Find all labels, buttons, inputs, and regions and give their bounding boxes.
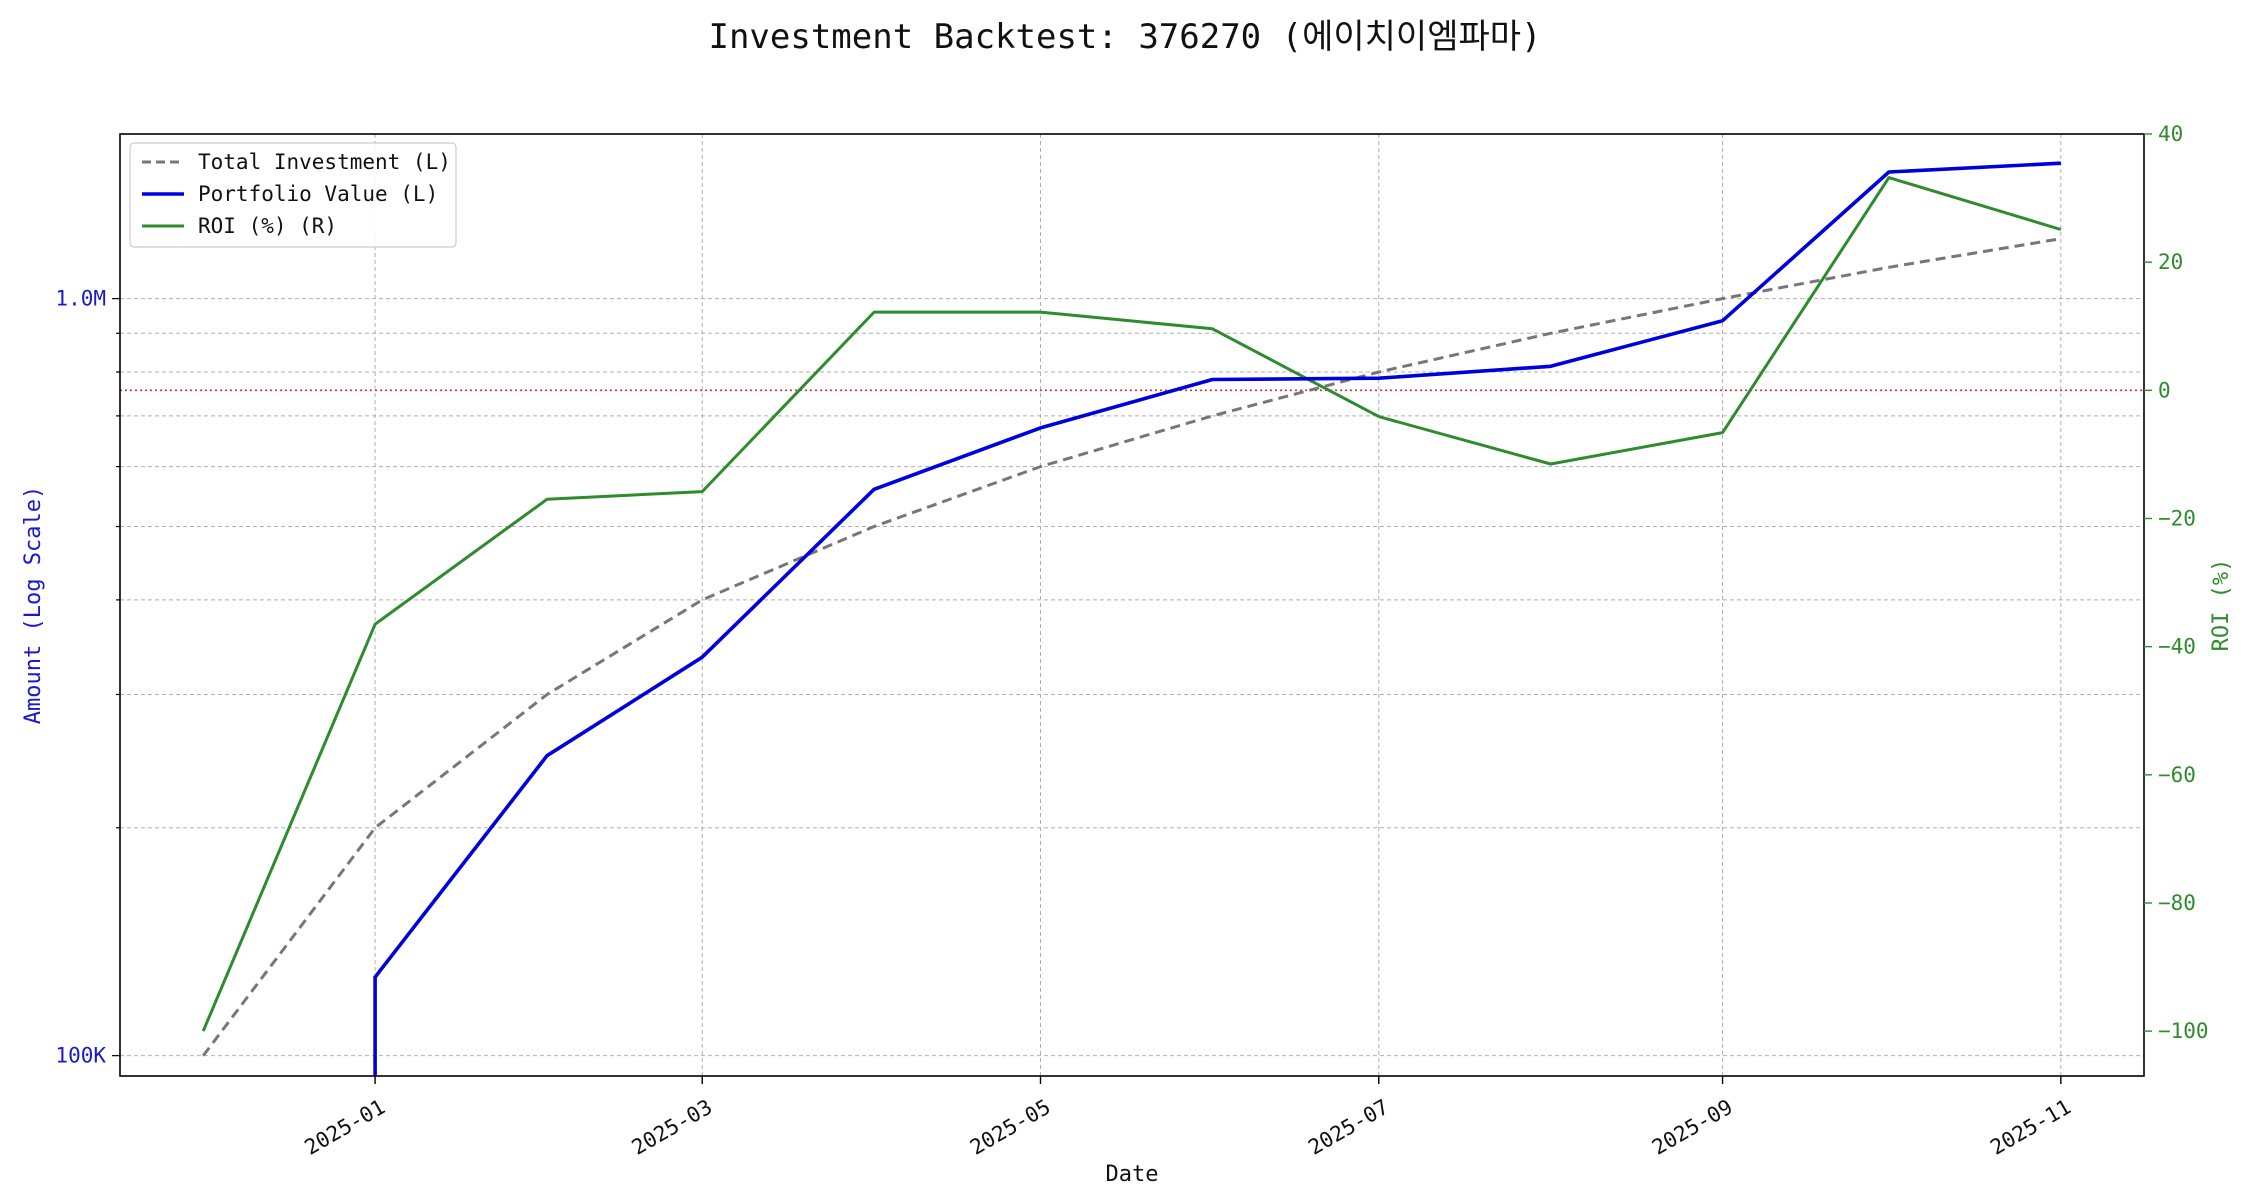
- legend-label-2: ROI (%) (R): [198, 214, 337, 238]
- y-right-tick-label-1: −80: [2158, 891, 2196, 915]
- y-axis-right-label: ROI (%): [2209, 559, 2234, 652]
- y-axis-left-label: Amount (Log Scale): [21, 486, 46, 724]
- y-right-tick-label-2: −60: [2158, 763, 2196, 787]
- y-axis-left: 100K 1.0M: [55, 287, 120, 1068]
- x-tick-label-2: 2025-05: [966, 1095, 1055, 1160]
- series-line-1: [373, 161, 2061, 1076]
- legend-label-1: Portfolio Value (L): [198, 182, 438, 206]
- y-right-tick-label-7: 40: [2158, 122, 2183, 146]
- y-right-tick-label-5: 0: [2158, 378, 2171, 402]
- chart-title: Investment Backtest: 376270 (에이치이엠파마): [708, 17, 1541, 57]
- legend-box: [129, 142, 457, 248]
- y-right-tick-label-4: −20: [2158, 506, 2196, 530]
- x-tick-label-1: 2025-03: [628, 1095, 717, 1160]
- x-tick-label-4: 2025-09: [1648, 1095, 1737, 1160]
- series-line-0: [202, 237, 2062, 1057]
- y-left-tick-label-1: 1.0M: [55, 287, 106, 311]
- legend-label-0: Total Investment (L): [198, 150, 451, 174]
- x-tick-label-0: 2025-01: [301, 1095, 390, 1160]
- x-axis: 2025-01 2025-03 2025-05 2025-07 2025-09 2025-…: [301, 1076, 2075, 1160]
- x-tick-label-5: 2025-11: [1986, 1095, 2075, 1160]
- y-right-tick-label-3: −40: [2158, 635, 2196, 659]
- x-axis-label: Date: [1106, 1162, 1159, 1187]
- x-tick-label-3: 2025-07: [1304, 1095, 1393, 1160]
- series-layer: [201, 161, 2062, 1076]
- plot-frame: [119, 133, 2145, 1077]
- legend: Total Investment (L) Portfolio Value (L) R…: [129, 142, 457, 248]
- y-left-tick-label-0: 100K: [55, 1044, 106, 1068]
- y-right-tick-label-0: −100: [2158, 1019, 2209, 1043]
- grid: [120, 134, 2144, 1076]
- y-right-tick-label-6: 20: [2158, 250, 2183, 274]
- series-line-2: [201, 176, 2062, 1032]
- y-axis-right: −100 −80 −60 −40 −20 0 20 40: [2144, 122, 2209, 1043]
